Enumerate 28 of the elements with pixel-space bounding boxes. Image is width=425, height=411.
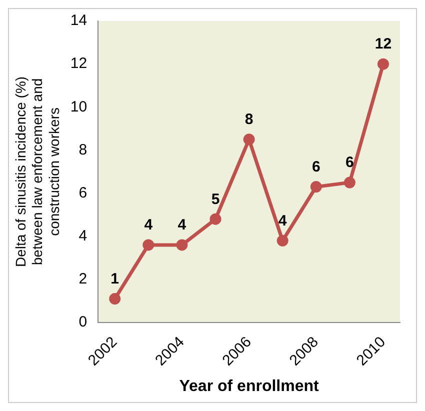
point xyxy=(377,58,389,70)
point xyxy=(276,234,288,246)
text: 5 xyxy=(211,190,220,208)
y-tick-label: 0 xyxy=(78,314,88,331)
point xyxy=(142,239,154,251)
y-tick-label: 14 xyxy=(70,12,88,30)
text: 4 xyxy=(278,212,287,230)
text: 8 xyxy=(244,111,254,128)
point xyxy=(176,239,188,251)
text: 6 xyxy=(312,158,320,176)
text: 4 xyxy=(144,216,153,234)
y-axis-title: Delta of sinusitis incidence (%) between law enforcement and construction workers xyxy=(12,76,62,268)
point xyxy=(310,181,322,193)
point xyxy=(109,293,121,305)
y-tick-label: 8 xyxy=(78,141,88,158)
y-tick-label: 12 xyxy=(70,55,88,72)
y-tick-label: 4 xyxy=(78,227,88,244)
text: 12 xyxy=(374,36,392,53)
text: 1 xyxy=(110,270,120,288)
text: 6 xyxy=(346,154,354,172)
y-tick-label: 2 xyxy=(78,270,88,288)
y-tick-label: 6 xyxy=(78,184,88,202)
point xyxy=(344,176,356,188)
x-axis-title: Year of enrollment xyxy=(179,378,320,395)
point xyxy=(243,134,255,146)
text: 4 xyxy=(178,216,186,234)
point xyxy=(210,213,222,225)
y-tick-label: 10 xyxy=(70,98,88,116)
